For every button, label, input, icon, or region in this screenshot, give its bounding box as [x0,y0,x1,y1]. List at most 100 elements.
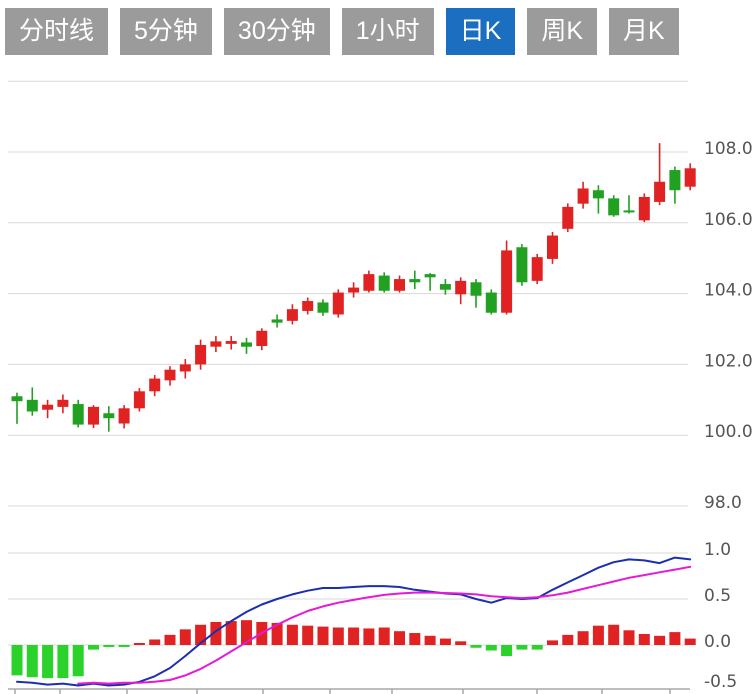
macd-histogram-bar [88,645,99,650]
kline-y-axis-label: 100.0 [704,422,753,442]
candle-body [256,330,268,346]
timeframe-button-daily-k[interactable]: 日K [445,8,516,55]
timeframe-button-1hour[interactable]: 1小时 [341,8,434,55]
macd-histogram-bar [501,645,513,657]
macd-y-axis-label: 0.0 [704,632,731,652]
candle-body [470,282,482,296]
macd-histogram-bar [623,630,635,645]
macd-y-axis-label: 1.0 [704,540,731,560]
dea-line [77,565,692,685]
timeframe-button-weekly-k[interactable]: 周K [527,8,598,55]
candle-body [424,274,436,278]
macd-histogram-bar [241,620,252,645]
timeframe-button-30min[interactable]: 30分钟 [223,8,330,55]
candle-body [72,404,84,425]
candle-body [394,279,405,291]
macd-histogram-bar [424,635,436,645]
candle-body [195,344,207,365]
macd-histogram-bar [286,624,298,645]
macd-histogram-bar [26,645,38,678]
candle-body [623,210,635,213]
candle-body [485,292,497,313]
macd-histogram-bar [654,635,666,645]
candle-body [684,168,696,187]
candle-body [332,292,344,315]
macd-histogram-bar [684,638,696,645]
candle-body [26,399,38,412]
candle-body [501,250,513,313]
candle-body [577,188,589,204]
candle-body [317,302,329,313]
macd-histogram-bar [133,643,145,645]
macd-histogram-bar [378,627,390,645]
candle-body [179,364,191,372]
macd-histogram-bar [164,634,176,645]
macd-histogram-bar [638,633,650,645]
candle-body [271,319,283,323]
candle-body [638,196,650,221]
macd-histogram-bar [485,645,497,651]
candle-body [133,391,145,409]
macd-histogram-bar [302,625,314,645]
kline-y-axis-label: 108.0 [704,139,753,159]
candle-body [592,190,604,199]
candle-body [562,206,574,229]
candle-body [88,406,99,425]
macd-histogram-bar [103,645,115,647]
macd-histogram-bar [409,633,421,645]
macd-histogram-bar [179,629,191,645]
candle-body [439,284,451,290]
macd-histogram-bar [72,645,84,677]
macd-y-axis-label: -0.5 [704,672,737,692]
macd-histogram-bar [210,622,222,645]
candle-body [149,378,161,392]
candle-body [241,342,252,347]
timeframe-button-monthly-k[interactable]: 月K [609,8,679,55]
macd-histogram-bar [348,627,360,645]
macd-histogram-bar [57,645,69,679]
candle-body [210,341,222,347]
macd-histogram-bar [332,627,344,645]
macd-histogram-bar [547,640,558,645]
macd-histogram-bar [195,624,207,645]
candle-body [164,369,176,381]
macd-histogram-bar [470,645,482,648]
timeframe-toolbar: 分时线 5分钟 30分钟 1小时 日K 周K 月K [5,8,679,55]
candle-body [118,408,130,424]
macd-histogram-bar [11,645,23,676]
candle-body [363,274,375,291]
macd-histogram-bar [562,634,574,645]
macd-y-axis-label: 0.5 [704,586,731,606]
macd-histogram-bar [455,641,467,645]
macd-histogram-bar [577,631,589,645]
macd-histogram-bar [592,625,604,645]
candle-body [654,181,666,202]
macd-histogram-bar [516,645,528,650]
macd-histogram-bar [394,631,405,645]
candle-body [409,279,421,283]
candle-body [516,247,528,283]
macd-histogram-bar [225,621,237,645]
macd-histogram-bar [42,645,54,679]
candle-body [103,413,115,419]
dif-line [16,556,692,687]
macd-histogram-bar [271,622,283,645]
kline-y-axis-label: 98.0 [704,493,742,513]
candle-body [348,287,360,293]
candle-body [42,404,54,410]
macd-histogram-bar [608,624,620,645]
candle-body [669,170,681,191]
timeframe-button-minute-line[interactable]: 分时线 [5,8,109,55]
candle-body [378,275,390,291]
macd-histogram-bar [439,638,451,645]
kline-y-axis-label: 104.0 [704,281,753,301]
macd-histogram-bar [531,645,543,650]
candle-body [608,198,620,216]
kline-y-axis-label: 106.0 [704,210,753,230]
timeframe-button-5min[interactable]: 5分钟 [120,8,212,55]
macd-histogram-bar [669,632,681,645]
macd-histogram-bar [317,626,329,645]
candle-body [225,341,237,344]
candle-body [286,309,298,321]
